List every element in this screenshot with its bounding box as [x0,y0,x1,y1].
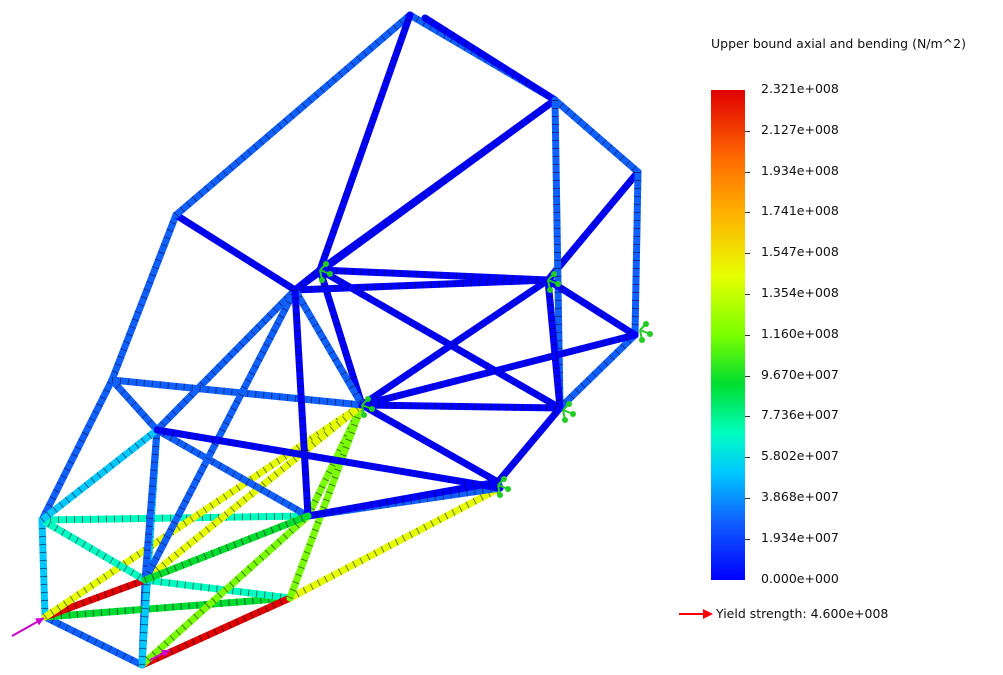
frame-member-segments [544,279,564,409]
frame-member-segments [44,594,291,621]
frame-member [316,11,414,274]
legend-tick-mark [745,334,750,336]
legend-tick-mark [745,457,750,459]
frame-member [41,613,146,669]
legend-tick-mark [745,538,750,540]
frame-member-segments [173,12,413,218]
legend-tick-label: 1.547e+008 [761,244,839,260]
frame-member-segments [495,405,563,485]
fixture-icon [319,261,333,283]
fixture-icon [497,476,511,498]
frame-member [291,286,312,520]
frame-member [316,266,366,409]
frame-member [316,266,552,284]
legend-tick-mark [745,130,750,132]
frame-member-segments [154,287,298,433]
legend-tick-label: 2.321e+008 [761,81,839,96]
frame-member [38,376,116,524]
legend-tick-label: 1.160e+008 [761,325,839,341]
fixture-icon [562,401,576,423]
legend-tick-label: 7.736e+007 [761,407,839,423]
fixture-icon [547,271,561,293]
frame-member [141,512,312,584]
frame-member [551,96,642,176]
frame-member-segments [108,213,180,382]
frame-member [108,376,161,434]
load-arrow-icon [149,649,171,661]
frame-member [172,211,299,294]
color-bar [711,90,745,580]
frame-member [358,331,639,409]
frame-member [544,168,642,284]
frame-member-segments [38,519,49,618]
frame-member [141,426,161,584]
legend-title: Upper bound axial and bending (N/m^2) [711,36,966,51]
fixtures [319,261,653,498]
legend-tick-mark [745,498,750,499]
legend-tick-mark [745,171,750,173]
frame-member-segments [144,576,291,602]
legend-tick-label: 1.934e+007 [761,529,839,545]
legend-tick-mark [745,253,750,255]
frame-member-segments [141,288,299,582]
frame-member [291,276,552,294]
frame-member [153,426,504,492]
fixture-icon [361,396,375,418]
frame-member [291,96,559,294]
frame-member-segments [109,377,160,433]
frame-model-view [11,11,653,669]
loads [11,617,171,661]
legend-tick-mark [745,294,750,295]
frame-member [556,331,639,412]
frame-member [286,401,366,602]
load-arrow-icon [11,617,45,637]
legend-tick-label: 2.127e+008 [761,121,839,137]
frame-member-segments [142,402,365,583]
frame-member [38,516,149,584]
frame-member-segments [43,576,147,621]
frame-member-segments [360,277,550,408]
frame-member-segments [39,427,160,523]
fixture-icon [639,321,653,343]
yield-strength-label: Yield strength: 4.600e+008 [716,606,889,621]
frame-member [41,401,366,621]
legend-tick-mark [745,416,750,418]
frame-member [358,401,502,486]
legend-tick-label: 9.670e+007 [761,366,839,382]
frame-member [38,426,161,524]
legend-tick-mark [745,375,750,377]
legend-tick-label: 1.934e+008 [761,162,839,178]
legend-tick-mark [745,212,750,214]
frame-member [138,512,312,669]
frame-members [38,11,642,669]
frame-member-segments [423,15,557,103]
frame-member-segments [307,478,499,520]
frame-member [316,266,564,412]
legend-tick-label: 1.741e+008 [761,203,839,219]
frame-member-segments [155,426,310,520]
frame-member [631,168,642,339]
legend-tick-label: 3.868e+007 [761,489,839,504]
legend-tick-label: 1.354e+008 [761,285,839,300]
frame-member [291,286,366,409]
frame-member [358,401,564,412]
yield-arrow-icon [679,609,713,619]
frame-member [108,376,366,409]
legend-tick-label: 0.000e+000 [761,570,839,586]
legend-tick-label: 5.802e+007 [761,448,839,464]
frame-member [544,276,639,339]
frame-member [286,484,504,602]
